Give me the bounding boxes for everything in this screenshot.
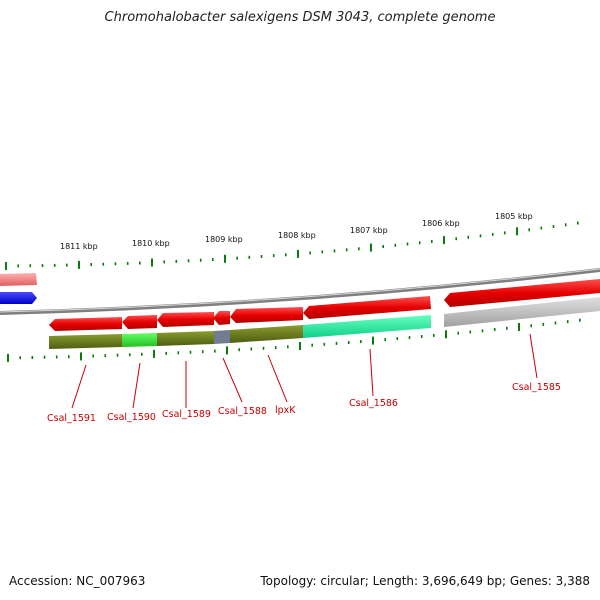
gene-label-lpxk[interactable]: lpxK	[275, 405, 296, 416]
track-slate[interactable]	[214, 330, 230, 344]
gene-arrow-csal-1585[interactable]	[444, 279, 600, 307]
track-olive-2[interactable]	[157, 331, 214, 346]
ruler-label-1810: 1810 kbp	[132, 239, 170, 248]
ruler-label-1811: 1811 kbp	[60, 242, 98, 251]
gene-arrow-csal-1588[interactable]	[213, 311, 230, 325]
map-title: Chromohalobacter salexigens DSM 3043, co…	[104, 10, 496, 25]
cds-track	[49, 279, 600, 331]
label-leaders	[71, 333, 538, 409]
track-olive-1[interactable]	[49, 334, 122, 349]
gene-arrow-csal-1589[interactable]	[157, 312, 214, 327]
genome-backbone-highlight	[0, 268, 600, 313]
outer-ruler-labels: 1811 kbp 1810 kbp 1809 kbp 1808 kbp 1807…	[60, 212, 533, 251]
gene-label-csal-1591[interactable]: Csal_1591	[47, 413, 96, 424]
ruler-label-1807: 1807 kbp	[350, 226, 388, 235]
inner-color-track	[49, 297, 600, 349]
ruler-label-1806: 1806 kbp	[422, 219, 460, 228]
accession-text: Accession: NC_007963	[9, 574, 146, 588]
gene-label-csal-1588[interactable]: Csal_1588	[218, 406, 267, 417]
ruler-label-1805: 1805 kbp	[495, 212, 533, 221]
leader-csal-1586	[369, 348, 374, 397]
outer-ruler-ticks	[5, 221, 579, 270]
leader-csal-1585	[529, 333, 538, 379]
leader-lpxk	[267, 354, 288, 403]
track-grey[interactable]	[444, 297, 600, 327]
track-green[interactable]	[122, 333, 157, 347]
track-mint[interactable]	[303, 315, 431, 338]
gene-label-csal-1589[interactable]: Csal_1589	[162, 409, 211, 420]
leader-csal-1588	[222, 357, 243, 403]
ruler-label-1808: 1808 kbp	[278, 231, 316, 240]
leader-csal-1591	[71, 364, 87, 409]
track-olive-3[interactable]	[230, 325, 303, 343]
blue-feature[interactable]	[0, 292, 37, 304]
gene-label-csal-1590[interactable]: Csal_1590	[107, 412, 156, 423]
pink-feature[interactable]	[0, 273, 37, 286]
gene-arrow-csal-1591[interactable]	[49, 317, 122, 331]
genome-backbone	[0, 268, 600, 315]
ruler-label-1809: 1809 kbp	[205, 235, 243, 244]
gene-labels: Csal_1591 Csal_1590 Csal_1589 Csal_1588 …	[47, 382, 561, 424]
gene-label-csal-1586[interactable]: Csal_1586	[349, 398, 398, 409]
gene-label-csal-1585[interactable]: Csal_1585	[512, 382, 561, 393]
gene-arrow-lpxk[interactable]	[230, 307, 303, 323]
inner-ruler-ticks	[7, 318, 581, 362]
gene-arrow-csal-1586[interactable]	[303, 296, 431, 319]
leader-csal-1590	[132, 362, 141, 409]
gene-arrow-csal-1590[interactable]	[122, 315, 157, 329]
genome-summary-text: Topology: circular; Length: 3,696,649 bp…	[260, 574, 590, 588]
